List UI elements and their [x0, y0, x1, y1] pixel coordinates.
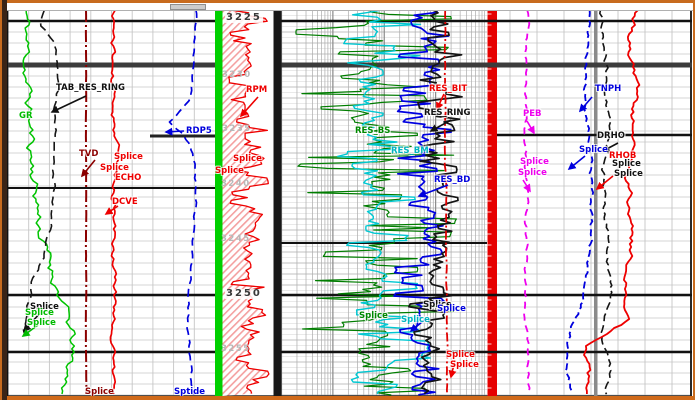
black-separator	[273, 10, 282, 396]
annotation-arrows	[21, 93, 619, 379]
annotation-arrow	[578, 96, 593, 113]
curve-rhob	[583, 9, 641, 394]
annotation-arrow	[595, 175, 614, 191]
window-border-right	[692, 0, 695, 400]
annotation-arrow	[239, 96, 259, 118]
annotation-arrow	[21, 324, 39, 337]
annotation-arrow	[436, 93, 445, 111]
annotation-arrow	[522, 179, 531, 193]
annotation-arrow	[80, 159, 96, 178]
curve-peb	[523, 9, 531, 395]
red-track-bar	[487, 10, 497, 396]
curve-res-bd	[393, 9, 452, 396]
annotation-arrow	[429, 119, 452, 132]
curve-res-ring	[408, 9, 463, 395]
grid-lines	[6, 9, 692, 397]
gray-track-line	[594, 10, 598, 396]
marker-lines	[8, 19, 692, 354]
top-scrollbar[interactable]	[2, 2, 693, 11]
annotation-arrow	[526, 120, 535, 135]
annotation-arrow	[448, 359, 457, 379]
curve-gr	[22, 9, 76, 395]
curve-rdp5	[168, 9, 198, 396]
curve-echo-dcve	[109, 9, 121, 395]
annotation-arrow	[601, 142, 619, 152]
scrollbar-thumb[interactable]	[170, 3, 206, 10]
annotation-arrow	[22, 312, 41, 333]
curve-tab-res-ring	[22, 9, 60, 335]
curve-drho	[599, 9, 613, 395]
annotation-arrow	[50, 95, 87, 113]
curve-tnph	[564, 9, 594, 395]
annotation-arrow	[409, 316, 429, 333]
window-border-left	[0, 0, 2, 400]
curve-rpm	[228, 9, 270, 394]
window-border-bottom	[0, 395, 695, 400]
annotation-arrow	[417, 184, 449, 198]
annotation-arrow	[567, 155, 586, 171]
track-bars	[215, 10, 598, 396]
window-border-left-inner	[2, 0, 7, 400]
annotation-arrow	[104, 205, 119, 215]
log-curves	[22, 9, 641, 396]
window-border-top	[0, 0, 695, 3]
annotation-arrow	[164, 127, 185, 136]
curve-res-bs	[295, 9, 457, 396]
curve-fill-rpm	[222, 10, 269, 396]
curve-res-bit	[443, 9, 449, 396]
green-depth-bar	[215, 10, 223, 396]
curve-tvd	[84, 9, 88, 395]
